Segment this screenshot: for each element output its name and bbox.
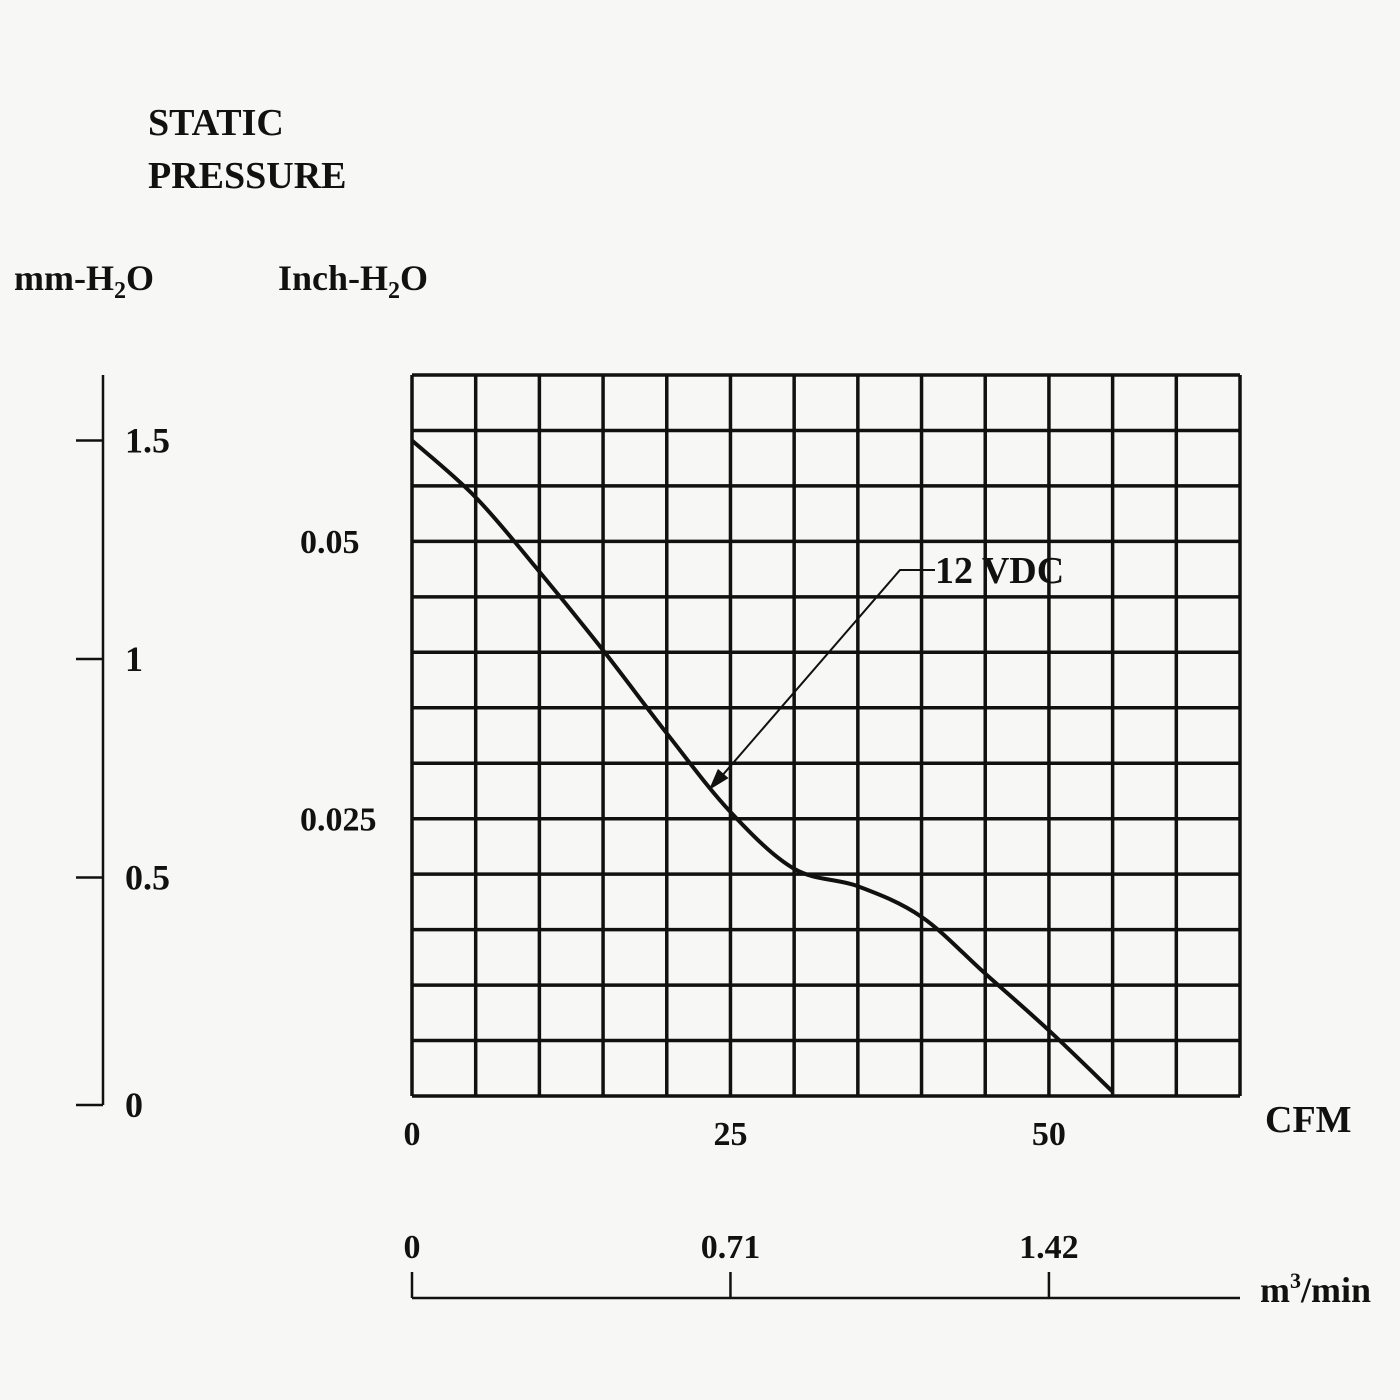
inch-axis: 0.025 0.05	[300, 524, 377, 838]
cfm-axis-tick-label: 0	[404, 1116, 421, 1153]
series-annotation: 12 VDC	[708, 550, 1064, 791]
m3min-axis: 0 0.71 1.42	[404, 1229, 1240, 1300]
mm-axis: 0 0.5 1 1.5	[76, 375, 170, 1125]
chart-title-line2: PRESSURE	[148, 155, 347, 197]
mm-axis-tick-label: 0	[125, 1085, 143, 1125]
mm-axis-tick-label: 1.5	[125, 421, 170, 461]
series-line-12vdc	[410, 439, 1115, 1094]
series-group	[410, 439, 1115, 1094]
m3min-axis-tick-label: 0	[404, 1229, 421, 1266]
annotation-label: 12 VDC	[935, 550, 1064, 592]
inch-axis-tick-label: 0.05	[300, 524, 360, 561]
mm-axis-label: mm-H2O	[14, 258, 154, 304]
mm-axis-tick-label: 1	[125, 639, 143, 679]
m3min-axis-label: m3/min	[1260, 1268, 1371, 1310]
inch-axis-tick-label: 0.025	[300, 802, 377, 839]
inch-axis-label: Inch-H2O	[278, 258, 428, 304]
mm-axis-tick-label: 0.5	[125, 858, 170, 898]
annotation-leader-line	[714, 569, 935, 785]
cfm-axis: 0 25 50	[404, 1116, 1066, 1153]
m3min-axis-tick-label: 1.42	[1019, 1229, 1079, 1266]
plot-grid	[410, 373, 1242, 1098]
cfm-axis-label: CFM	[1265, 1099, 1352, 1141]
m3min-axis-tick-label: 0.71	[701, 1229, 761, 1266]
cfm-axis-tick-label: 25	[713, 1116, 747, 1153]
annotation-arrowhead	[708, 768, 729, 791]
chart-title-line1: STATIC	[148, 102, 284, 144]
cfm-axis-tick-label: 50	[1032, 1116, 1066, 1153]
